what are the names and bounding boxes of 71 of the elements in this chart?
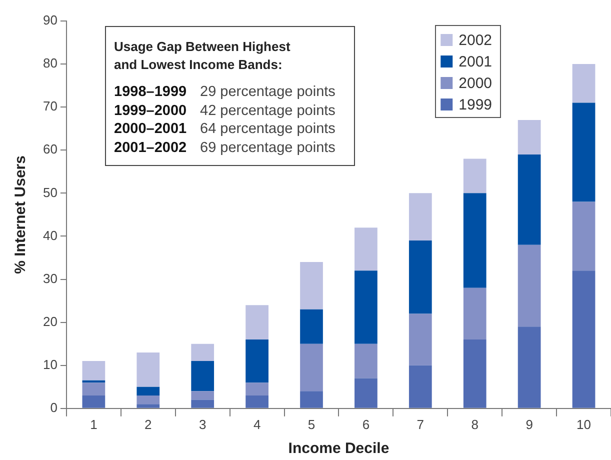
bar (354, 228, 378, 271)
y-tick-label: 30 (42, 270, 58, 286)
x-tick-label: 9 (526, 416, 533, 432)
bar (191, 344, 214, 362)
y-tick-label: 70 (42, 98, 58, 114)
bar (246, 382, 268, 396)
y-tick-label: 0 (50, 400, 58, 415)
annotation: 1998–1999 29 percentage points (114, 83, 336, 102)
bar (191, 400, 214, 408)
x-tick-label: 2 (144, 416, 152, 432)
bar (463, 158, 486, 194)
x-tick-label: 4 (253, 416, 261, 432)
bar (82, 382, 106, 396)
bar (518, 120, 541, 154)
y-tick-label: 60 (42, 142, 58, 157)
y-tick-label: 20 (42, 314, 58, 329)
bar (518, 154, 541, 245)
bar (191, 391, 214, 400)
y-tick-label: 10 (42, 356, 58, 372)
bar (518, 326, 541, 408)
bar (82, 361, 106, 380)
bar (136, 386, 160, 396)
legend-label: 2000 (458, 75, 492, 92)
y-tick-label: 80 (42, 56, 58, 71)
bar (408, 365, 432, 408)
legend-label: 2001 (458, 54, 492, 71)
x-tick-label: 7 (416, 416, 424, 432)
bar (82, 380, 106, 383)
legend-label: 1999 (458, 96, 492, 114)
x-tick-label: 3 (198, 416, 206, 432)
x-tick-label: 10 (576, 416, 592, 432)
annotation: 1999–2000 42 percentage points (114, 102, 336, 120)
y-tick-label: 90 (42, 12, 58, 28)
bar (191, 361, 214, 392)
bar (463, 193, 486, 288)
bar (354, 270, 378, 344)
bar (518, 244, 541, 327)
bar (82, 395, 106, 408)
bar (572, 202, 596, 271)
bar (300, 309, 323, 344)
annotation: Usage Gap Between Highest and Lowest Income Bands: (114, 38, 292, 74)
bar (572, 270, 596, 408)
bar (136, 395, 160, 404)
bar (136, 352, 160, 387)
x-tick-label: 8 (471, 416, 478, 432)
bar (246, 340, 268, 383)
bar (463, 340, 486, 408)
annotation: 2000–2001 64 percentage points (114, 120, 336, 138)
bar (354, 378, 378, 408)
bar (572, 64, 596, 103)
bar (408, 193, 432, 241)
bar (408, 240, 432, 314)
bar (300, 391, 323, 408)
y-axis-title: % Internet Users (12, 156, 30, 274)
x-tick-label: 5 (308, 416, 316, 432)
x-tick-label: 6 (362, 416, 370, 432)
bar (136, 404, 160, 408)
bar (463, 288, 486, 340)
x-tick-label: 1 (90, 416, 98, 432)
legend-label: 2002 (458, 32, 492, 50)
bar (300, 262, 323, 310)
bar (354, 344, 378, 378)
bar (572, 102, 596, 202)
bar (246, 395, 268, 408)
bar (300, 344, 323, 392)
y-tick-label: 50 (42, 184, 58, 200)
x-axis-title: Income Decile (288, 440, 390, 458)
y-tick-label: 40 (42, 228, 58, 243)
bar (408, 314, 432, 366)
annotation: 2001–2002 69 percentage points (114, 138, 336, 157)
bar (246, 305, 268, 340)
